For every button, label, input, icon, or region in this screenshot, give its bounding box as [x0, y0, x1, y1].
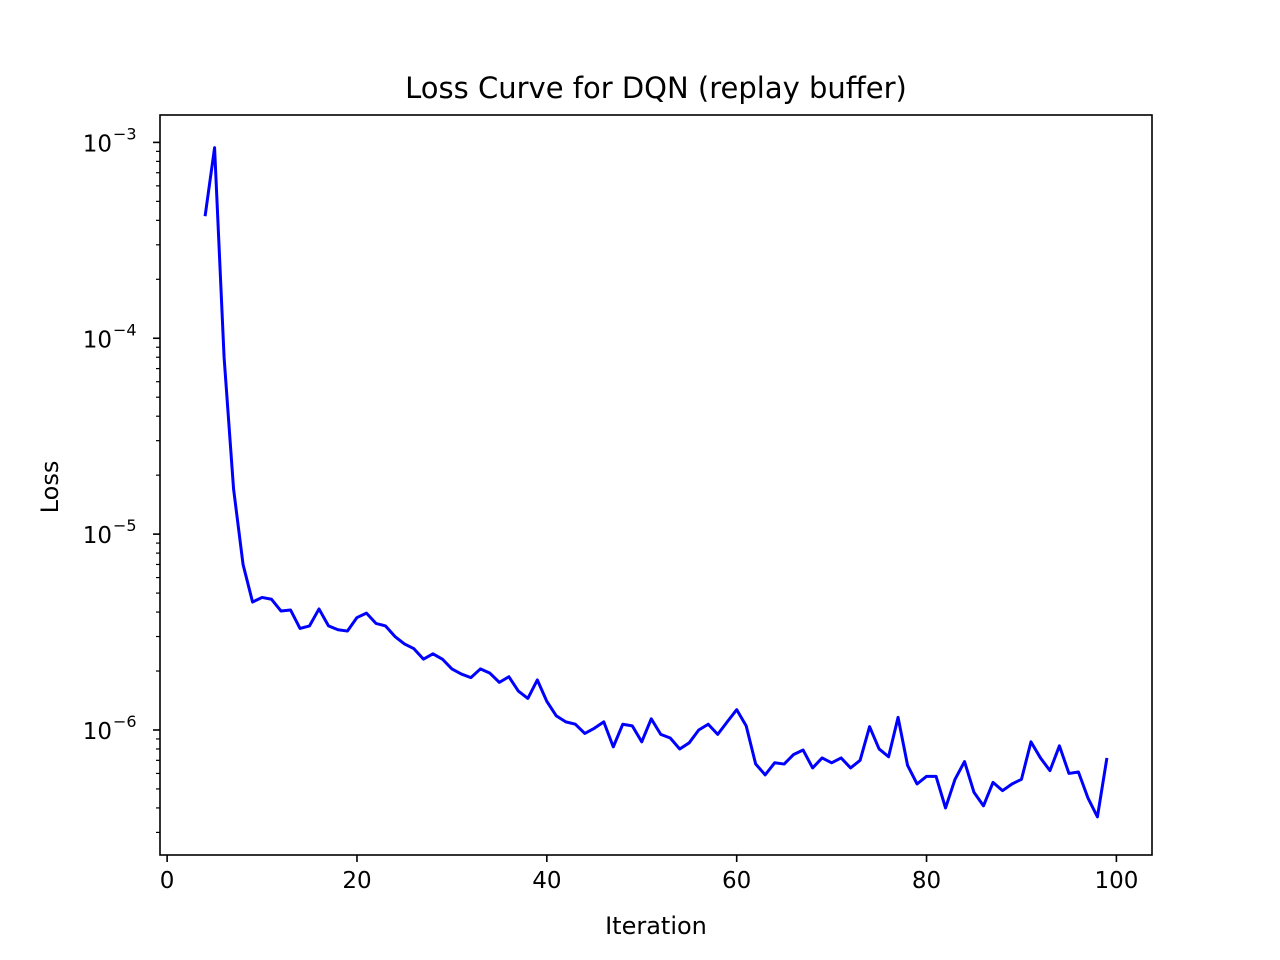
x-axis-ticks: 0 20 40 60 80 100 — [160, 855, 1138, 894]
x-tick-label: 80 — [912, 868, 941, 894]
y-tick-base: 10 — [83, 131, 112, 157]
y-tick-exponent: −6 — [113, 712, 137, 731]
y-axis-ticks: 10−610−510−410−3 — [83, 124, 160, 745]
y-tick-label: 10 — [83, 719, 112, 745]
y-tick-base: 10 — [83, 719, 112, 745]
y-tick-exponent: −4 — [113, 320, 137, 339]
x-tick-label: 60 — [722, 868, 751, 894]
loss-series-line — [203, 146, 1109, 819]
x-tick-label: 0 — [160, 868, 175, 894]
y-tick-base: 10 — [83, 523, 112, 549]
y-tick-label: 10 — [83, 327, 112, 353]
y-tick-exponent: −3 — [113, 124, 137, 143]
y-tick-label: 10 — [83, 523, 112, 549]
x-tick-label: 100 — [1094, 868, 1138, 894]
y-tick-base: 10 — [83, 327, 112, 353]
chart-title: Loss Curve for DQN (replay buffer) — [405, 71, 907, 105]
y-axis-label: Loss — [36, 461, 64, 514]
y-tick-label: 10 — [83, 131, 112, 157]
plot-frame — [159, 114, 1153, 856]
x-axis-label: Iteration — [605, 912, 707, 940]
x-tick-label: 40 — [532, 868, 561, 894]
x-tick-label: 20 — [342, 868, 371, 894]
y-tick-exponent: −5 — [113, 516, 137, 535]
